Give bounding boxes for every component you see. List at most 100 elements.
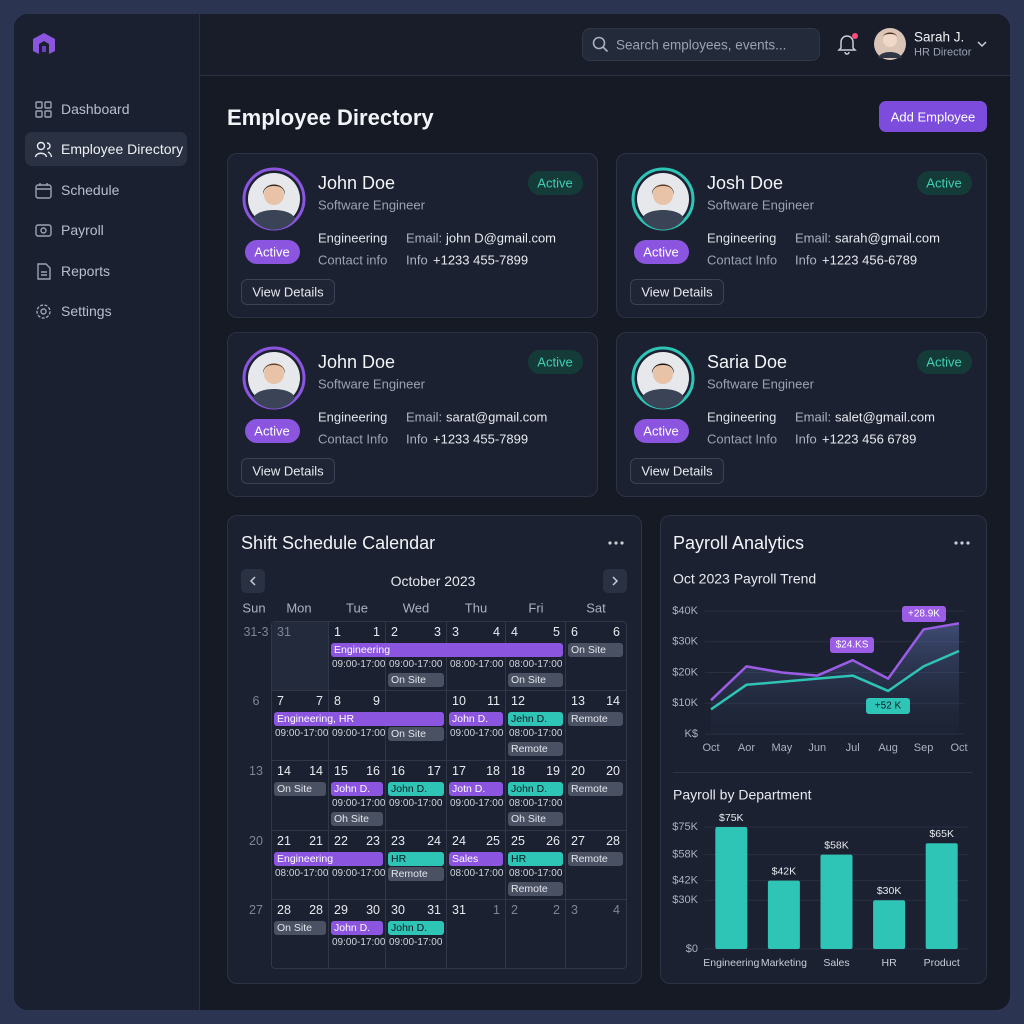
nav-item[interactable]: Reports	[61, 263, 111, 279]
shift-event[interactable]: On Site	[388, 727, 444, 741]
day-number: 19	[546, 763, 560, 778]
day-number: 13	[571, 693, 585, 708]
shift-event[interactable]: Remote	[508, 742, 563, 756]
shift-event-label[interactable]: Remote	[391, 867, 428, 880]
shift-event-label[interactable]: John D.	[511, 782, 548, 795]
shift-event-label[interactable]: On Site	[277, 921, 313, 934]
shift-event-label[interactable]: On Site	[511, 673, 547, 686]
nav-item[interactable]: Dashboard	[61, 101, 130, 117]
grid-line-horizontal	[271, 830, 627, 831]
shift-event[interactable]: John D.	[449, 712, 503, 726]
view-details-button[interactable]: View Details	[630, 279, 724, 305]
day-number: 1	[373, 624, 380, 639]
shift-event-label[interactable]: On Site	[277, 782, 313, 795]
shift-event[interactable]: Jehn D.	[508, 712, 563, 726]
shift-event-label[interactable]: John D.	[391, 782, 428, 795]
shift-event-label[interactable]: John D.	[391, 921, 428, 934]
next-month-button[interactable]	[603, 569, 627, 593]
shift-event[interactable]: John D.	[331, 782, 383, 796]
day-number: 14	[606, 693, 620, 708]
day-number: 27	[571, 833, 585, 848]
shift-event[interactable]: On Site	[508, 673, 563, 687]
shift-event-label[interactable]: Jotn D.	[452, 782, 486, 795]
shift-event-label[interactable]: Oh Site	[511, 812, 547, 825]
view-details-label[interactable]: View Details	[252, 284, 324, 300]
shift-event[interactable]: Engineering	[331, 643, 563, 657]
shift-event-label[interactable]: Sales	[452, 852, 479, 865]
view-details-button[interactable]: View Details	[241, 458, 335, 484]
view-details-label[interactable]: View Details	[641, 463, 713, 479]
info-label: Info	[406, 431, 428, 447]
nav-item[interactable]: Settings	[61, 303, 112, 319]
shift-event[interactable]: On Site	[274, 782, 326, 796]
view-details-button[interactable]: View Details	[630, 458, 724, 484]
shift-event-label[interactable]: HR	[511, 852, 527, 865]
shift-event-label[interactable]: John D.	[334, 921, 371, 934]
nav-item[interactable]: Employee Directory	[61, 141, 184, 157]
shift-event-label[interactable]: Remote	[511, 882, 548, 895]
shift-event-label[interactable]: On Site	[391, 673, 427, 686]
shift-event-label[interactable]: Oh Site	[334, 812, 370, 825]
shift-event[interactable]: John D.	[508, 782, 563, 796]
shift-event-label[interactable]: Remote	[571, 712, 608, 725]
status-badge-label: Active	[254, 423, 290, 439]
view-details-label[interactable]: View Details	[252, 463, 324, 479]
add-employee-button[interactable]: Add Employee	[879, 101, 987, 132]
search-box[interactable]	[582, 28, 820, 61]
shift-event-label[interactable]: On Site	[571, 643, 607, 656]
shift-event[interactable]: On Site	[388, 673, 444, 687]
view-details-label[interactable]: View Details	[641, 284, 713, 300]
icon	[34, 141, 53, 158]
employee-role: Software Engineer	[318, 376, 425, 392]
shift-event[interactable]: HR	[508, 852, 563, 866]
shift-event[interactable]: John D.	[388, 782, 444, 796]
shift-event[interactable]: John D.	[331, 921, 383, 935]
grid-line-vertical	[446, 621, 447, 968]
day-number: 11	[487, 693, 500, 708]
calendar-title: Shift Schedule Calendar	[241, 533, 436, 553]
shift-event-label[interactable]: John D.	[334, 782, 371, 795]
shift-event[interactable]: Remote	[568, 782, 623, 796]
shift-event[interactable]: John D.	[388, 921, 444, 935]
shift-event-label[interactable]: On Site	[391, 727, 427, 740]
day-number: 4	[511, 624, 518, 639]
shift-event-label[interactable]: Engineering	[277, 852, 334, 865]
shift-event[interactable]: HR	[388, 852, 444, 866]
shift-event[interactable]: Oh Site	[331, 812, 383, 826]
view-details-button[interactable]: View Details	[241, 279, 335, 305]
day-number: 23	[366, 833, 380, 848]
prev-month-button[interactable]	[241, 569, 265, 593]
grid-line-vertical	[505, 621, 506, 968]
icon	[631, 167, 695, 231]
shift-event-label[interactable]: Remote	[511, 742, 548, 755]
shift-event[interactable]: Sales	[449, 852, 503, 866]
add-employee-label[interactable]: Add Employee	[890, 109, 976, 125]
shift-event-label[interactable]: Engineering	[334, 643, 391, 656]
sidebar	[14, 14, 200, 1010]
employee-department: Engineering	[707, 230, 777, 246]
shift-event[interactable]: Engineering, HR	[274, 712, 444, 726]
shift-event[interactable]: Remote	[388, 867, 444, 881]
shift-event[interactable]: Remote	[568, 712, 623, 726]
shift-event[interactable]: Oh Site	[508, 812, 563, 826]
shift-event-label[interactable]: John D.	[452, 712, 489, 725]
shift-event[interactable]: Remote	[568, 852, 623, 866]
day-number: 28	[277, 902, 291, 917]
shift-event[interactable]: Remote	[508, 882, 563, 896]
shift-event[interactable]: Engineering	[274, 852, 383, 866]
employee-email: john D@gmail.com	[446, 230, 557, 246]
status-badge: Active	[245, 419, 300, 443]
info-label: Info	[406, 252, 428, 268]
shift-event-label[interactable]: Jehn D.	[511, 712, 548, 725]
nav-item[interactable]: Payroll	[61, 222, 104, 238]
day-number: 9	[373, 693, 380, 708]
shift-event-label[interactable]: HR	[391, 852, 407, 865]
shift-event[interactable]: On Site	[274, 921, 326, 935]
shift-event-label[interactable]: Remote	[571, 852, 608, 865]
employee-role: Software Engineer	[707, 376, 814, 392]
shift-event-label[interactable]: Remote	[571, 782, 608, 795]
nav-item[interactable]: Schedule	[61, 182, 120, 198]
shift-event[interactable]: On Site	[568, 643, 623, 657]
shift-event-label[interactable]: Engineering, HR	[277, 712, 355, 725]
shift-event[interactable]: Jotn D.	[449, 782, 503, 796]
